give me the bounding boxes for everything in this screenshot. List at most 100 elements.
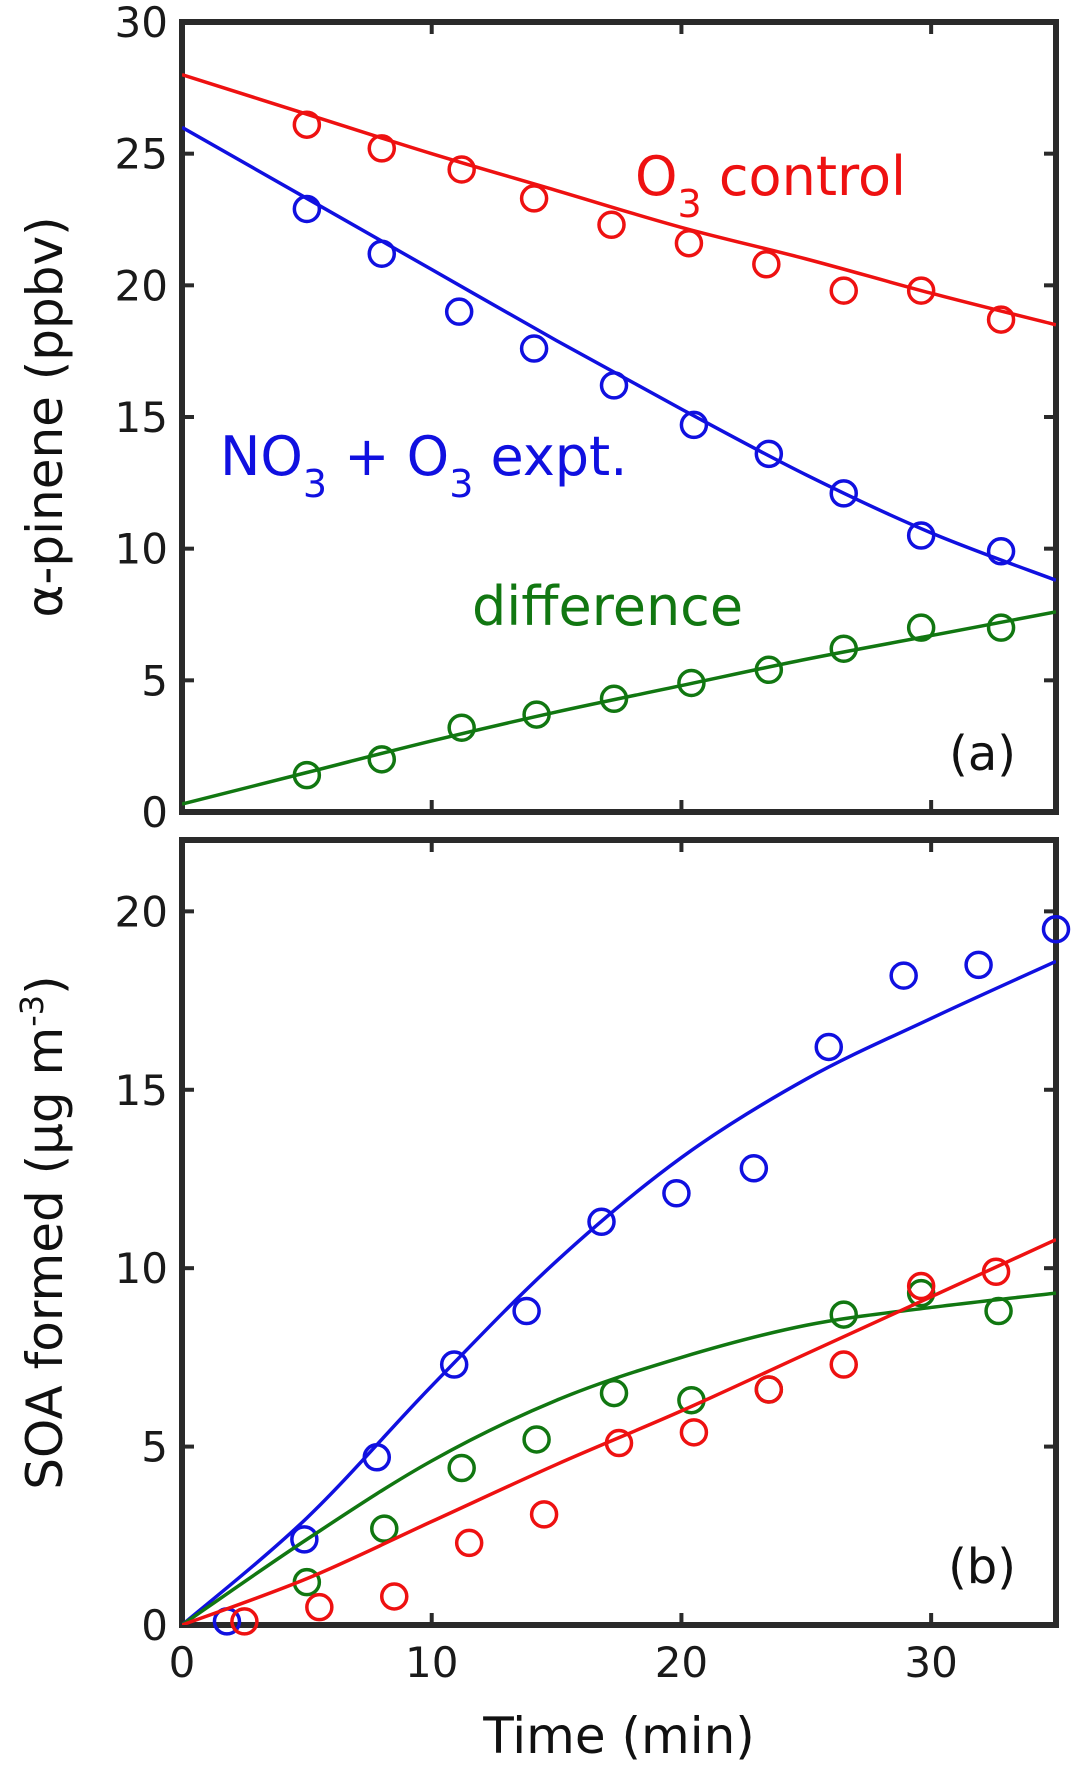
data-point-green: [367, 745, 397, 774]
annotation-text: difference: [472, 575, 743, 638]
data-point-green: [447, 713, 476, 742]
data-point-blue: [986, 537, 1016, 566]
data-point-green: [370, 1514, 399, 1543]
y-tick-label: 5: [141, 1423, 168, 1472]
data-point-red: [447, 155, 476, 184]
annotation-sub: 3: [303, 462, 327, 506]
x-tick-label: 30: [904, 1638, 957, 1687]
fit-line-red: [182, 1238, 1056, 1625]
data-point-blue: [367, 239, 397, 268]
y-tick-label: 10: [115, 1244, 168, 1293]
x-axis-label: Time (min): [482, 1707, 755, 1765]
panel-label: (b): [948, 1539, 1016, 1595]
annotation-text: NO: [220, 425, 303, 488]
data-point-green: [447, 1453, 476, 1483]
data-point-red: [906, 1271, 936, 1301]
y-axis-label-end: ): [16, 975, 74, 995]
data-point-red: [380, 1582, 409, 1611]
y-axis-label-sup: -3: [13, 995, 51, 1027]
data-point-blue: [889, 961, 918, 990]
panel-b: 0 10 20 30 0 5 10 15 20 (b) SOA formed (μg m-3) Tim…: [13, 837, 1071, 1765]
data-point-red: [454, 1528, 484, 1558]
data-point-blue: [519, 334, 549, 363]
data-point-blue: [739, 1154, 769, 1183]
data-point-red: [752, 250, 781, 279]
series-green: [182, 1278, 1056, 1625]
data-point-blue: [964, 950, 993, 980]
data-point-blue: [679, 410, 709, 440]
data-point-red: [679, 1418, 709, 1447]
data-point-blue: [292, 194, 322, 224]
panel-label: (a): [949, 726, 1016, 782]
data-point-red: [292, 110, 322, 139]
y-tick-label: 30: [115, 0, 168, 47]
y-tick-label: 0: [141, 1601, 168, 1650]
series-green: [182, 610, 1056, 806]
data-point-blue: [362, 1443, 392, 1472]
data-point-blue: [439, 1350, 469, 1379]
data-point-green: [906, 1278, 936, 1308]
x-tick-label: 10: [405, 1638, 458, 1687]
y-axis-label: α-pinene (ppbv): [16, 216, 74, 617]
y-tick-label: 5: [141, 656, 168, 705]
annotation-red: O3 control: [635, 145, 906, 226]
data-point-blue: [290, 1525, 319, 1554]
annotation-green: difference: [472, 575, 743, 638]
data-point-blue: [1041, 914, 1071, 944]
series-red: [182, 1238, 1056, 1636]
y-tick-label: 25: [115, 130, 168, 179]
fit-line-red: [182, 72, 1056, 327]
data-point-red: [519, 184, 549, 213]
fit-line-blue: [182, 959, 1056, 1625]
series-blue: [182, 914, 1071, 1636]
annotation-rest2: expt.: [473, 425, 627, 488]
data-point-red: [230, 1607, 259, 1636]
data-point-red: [981, 1257, 1011, 1286]
data-point-green: [522, 1425, 551, 1454]
y-axis-label-text: α-pinene (ppbv): [16, 216, 74, 617]
data-point-green: [292, 760, 322, 790]
data-point-green: [829, 634, 858, 663]
annotation-sub: 3: [678, 182, 702, 226]
annotation-sub2: 3: [449, 462, 473, 506]
data-point-red: [367, 134, 397, 163]
series-blue: [182, 125, 1056, 582]
y-axis-label-text: SOA formed (μg m: [16, 1027, 74, 1490]
data-point-green: [522, 700, 551, 729]
data-point-red: [305, 1592, 334, 1622]
annotation-text: O: [635, 145, 678, 208]
data-point-blue: [754, 439, 784, 469]
data-point-blue: [599, 371, 629, 400]
y-tick-label: 20: [115, 887, 168, 936]
axes-frame: [179, 19, 1059, 815]
data-point-green: [906, 613, 936, 642]
data-point-red: [754, 1375, 784, 1404]
data-point-blue: [512, 1296, 541, 1326]
annotation-rest: + O: [327, 425, 449, 488]
data-point-green: [677, 668, 706, 698]
data-point-red: [829, 1350, 858, 1379]
axes-frame: [179, 837, 1059, 1628]
data-point-green: [986, 613, 1016, 642]
fit-line-blue: [182, 125, 1056, 582]
data-point-green: [599, 1378, 629, 1408]
data-point-red: [986, 305, 1016, 334]
series-red: [182, 72, 1056, 334]
y-tick-label: 20: [115, 261, 168, 310]
data-point-red: [906, 276, 936, 305]
annotation-blue: NO3 + O3 expt.: [220, 425, 627, 506]
data-point-green: [754, 655, 784, 685]
data-point-green: [599, 684, 629, 714]
data-point-green: [984, 1296, 1013, 1326]
x-tick-label: 0: [169, 1638, 196, 1687]
annotation-rest: control: [702, 145, 906, 208]
data-point-blue: [814, 1032, 844, 1062]
data-point-blue: [829, 479, 858, 508]
data-point-red: [597, 210, 626, 240]
x-tick-label: 20: [655, 1638, 708, 1687]
data-point-blue: [587, 1207, 616, 1237]
data-point-red: [674, 228, 704, 258]
data-point-blue: [662, 1179, 691, 1208]
